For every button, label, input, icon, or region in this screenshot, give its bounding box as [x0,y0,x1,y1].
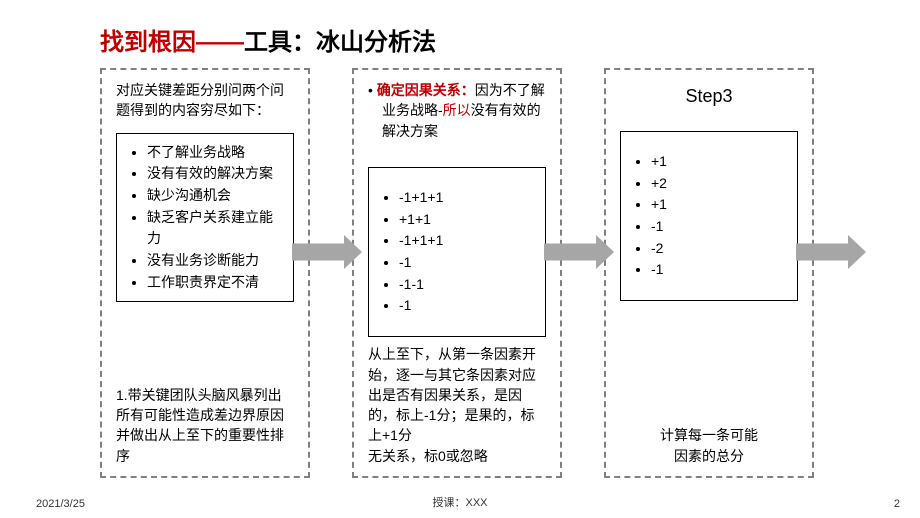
panel-step2: • 确定因果关系：因为不了解业务战略-所以没有有效的解决方案 -1+1+1+1+… [352,68,562,478]
list-item: 没有业务诊断能力 [147,250,283,272]
panel1-list: 不了解业务战略没有有效的解决方案缺少沟通机会缺乏客户关系建立能力没有业务诊断能力… [127,142,283,294]
list-item: -2 [651,238,667,260]
list-item: -1 [651,259,667,281]
list-item: 缺少沟通机会 [147,185,283,207]
panel3-list: +1+2+1-1-2-1 [631,151,667,281]
panel2-intro: • 确定因果关系：因为不了解业务战略-所以没有有效的解决方案 [368,80,546,141]
title-black: 工具：冰山分析法 [244,29,436,56]
list-item: +1 [651,194,667,216]
list-item: -1 [399,252,443,274]
list-item: -1+1+1 [399,187,443,209]
panel2-list: -1+1+1+1+1-1+1+1-1-1-1-1 [379,187,443,317]
list-item: -1+1+1 [399,230,443,252]
list-item: 不了解业务战略 [147,142,283,164]
list-item: 工作职责界定不清 [147,272,283,294]
panel2-footnote: 从上至下，从第一条因素开始，逐一与其它条因素对应出是否有因果关系，是因的，标上-… [368,344,546,466]
panel3-card: +1+2+1-1-2-1 [620,131,798,301]
list-item: 缺乏客户关系建立能力 [147,207,283,250]
list-item: +2 [651,173,667,195]
step3-label: Step3 [620,86,798,107]
footer-date: 2021/3/25 [36,498,85,510]
list-item: -1-1 [399,274,443,296]
footer-page: 2 [894,498,900,510]
panel-step1: 对应关键差距分别问两个问题得到的内容穷尽如下： 不了解业务战略没有有效的解决方案… [100,68,310,478]
title-red: 找到根因—— [100,29,244,56]
list-item: -1 [651,216,667,238]
panel1-card: 不了解业务战略没有有效的解决方案缺少沟通机会缺乏客户关系建立能力没有业务诊断能力… [116,133,294,303]
list-item: 没有有效的解决方案 [147,163,283,185]
panel3-footnote: 计算每一条可能 因素的总分 [620,425,798,466]
panel1-footnote: 1.带关键团队头脑风暴列出所有可能性造成差边界原因并做出从上至下的重要性排序 [116,385,294,466]
panel1-intro: 对应关键差距分别问两个问题得到的内容穷尽如下： [116,80,294,121]
list-item: +1 [651,151,667,173]
list-item: +1+1 [399,209,443,231]
list-item: -1 [399,295,443,317]
page-title: 找到根因——工具：冰山分析法 [100,22,436,57]
panel-step3: Step3 +1+2+1-1-2-1 计算每一条可能 因素的总分 [604,68,814,478]
footer-center: 授课：XXX [432,494,487,510]
panel2-card: -1+1+1+1+1-1+1+1-1-1-1-1 [368,167,546,337]
